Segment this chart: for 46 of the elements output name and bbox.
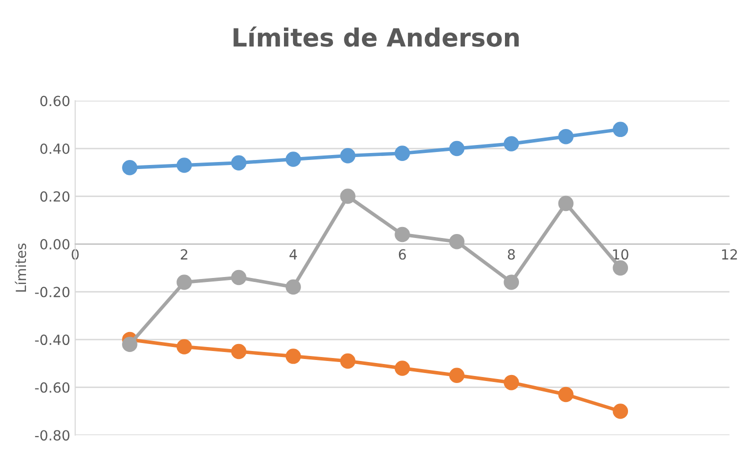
point (612, 404, 628, 419)
point (122, 160, 138, 176)
y-tick-label: -0.60 (35, 382, 70, 393)
point (558, 386, 574, 402)
chart-title: Límites de Anderson (234, 26, 519, 47)
point (394, 146, 410, 161)
point (340, 188, 356, 204)
x-tick-label: 2 (180, 249, 188, 260)
point (394, 226, 410, 242)
point (231, 344, 246, 360)
point (286, 348, 301, 364)
point (176, 274, 192, 290)
point (231, 270, 246, 286)
point (449, 140, 464, 156)
point (558, 196, 574, 212)
y-tick-label: -0.80 (35, 430, 70, 441)
y-tick-label: 0.20 (40, 191, 70, 202)
point (504, 136, 519, 152)
x-tick-label: 0 (72, 249, 79, 260)
point (122, 336, 138, 352)
point (449, 368, 464, 384)
point (504, 374, 519, 390)
point (449, 234, 464, 250)
x-tick-label: 4 (290, 249, 297, 260)
point (612, 122, 628, 138)
x-tick-label: 12 (722, 249, 737, 260)
point (612, 260, 628, 276)
point (340, 148, 356, 164)
point (340, 353, 356, 369)
y-tick-label: -0.40 (35, 334, 70, 346)
point (176, 158, 192, 173)
point (231, 155, 246, 170)
y-tick-label: 0.40 (40, 143, 70, 154)
point (504, 274, 519, 290)
x-tick-label: 10 (613, 249, 628, 260)
point (286, 279, 301, 295)
point (286, 152, 301, 167)
point (558, 128, 574, 144)
y-tick-label: 0.60 (40, 96, 70, 106)
point (176, 339, 192, 354)
point (394, 360, 410, 376)
x-tick-label: 6 (398, 249, 406, 260)
y-tick-label: 0.00 (40, 239, 70, 250)
x-tick-label: 8 (508, 249, 515, 260)
y-axis-title: Límites (14, 244, 26, 292)
y-tick-label: -0.20 (35, 286, 70, 298)
